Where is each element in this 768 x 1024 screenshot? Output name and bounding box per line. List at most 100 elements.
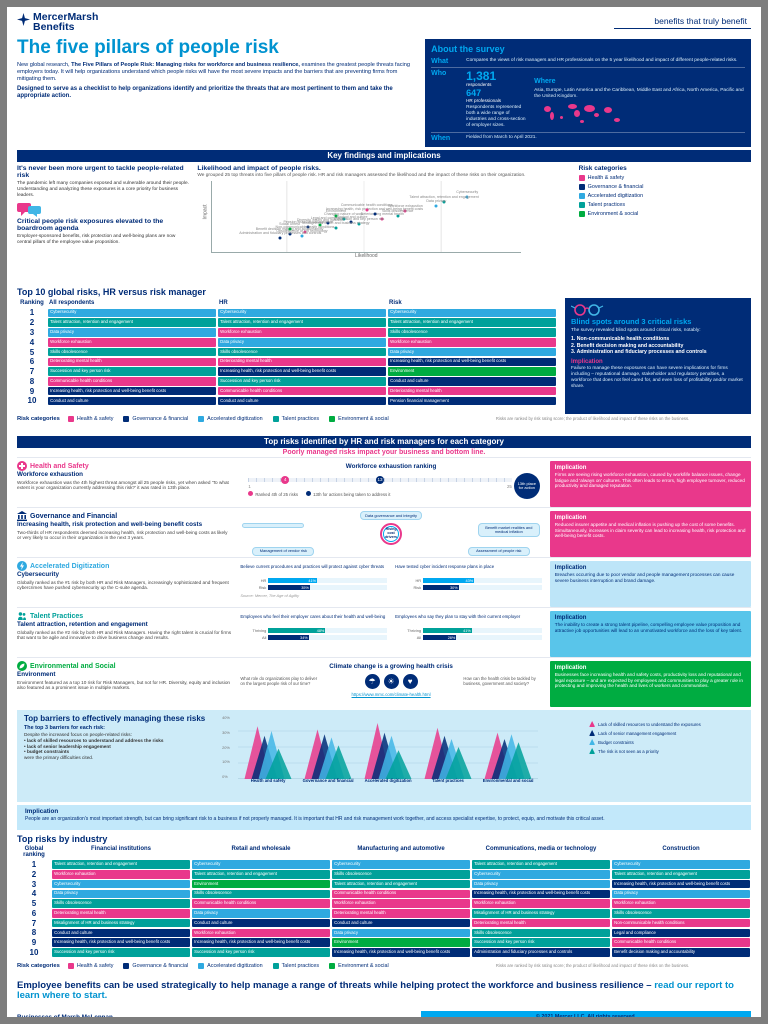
stat-bar: 34%	[268, 635, 309, 640]
top10-title: Top 10 global risks, HR versus risk mana…	[17, 287, 206, 297]
col-header: Retail and wholesale	[231, 846, 291, 852]
scale-start: 1	[248, 484, 251, 489]
barriers-title: Top barriers to effectively managing the…	[24, 714, 206, 723]
what-label: What	[431, 58, 449, 65]
scatter-point-label: Cybersecurity	[456, 189, 479, 194]
barrier-peak	[265, 748, 292, 779]
rank-number: 10	[29, 948, 39, 958]
category-swatch	[578, 211, 585, 217]
hr-count-label: HR professionals	[466, 98, 502, 103]
report-link[interactable]: read our report to learn where to start.	[17, 981, 734, 1002]
risk-cell: Conduct and culture	[331, 918, 471, 928]
risk-cell: Increasing health, risk protection and w…	[331, 948, 471, 957]
survey-who-where: Who 1,381 respondents 647 HR professiona…	[431, 67, 745, 132]
risk-cell: Increasing health, risk protection and w…	[47, 386, 217, 396]
risk-cell: Increasing health, risk protection and w…	[387, 357, 557, 367]
legend-title: Risk categories	[17, 416, 60, 422]
category-swatch	[123, 416, 130, 422]
pillar-body: Workforce exhaustion was the 4th highest…	[17, 479, 229, 491]
legend-item: Talent practices	[272, 416, 319, 422]
risk-cell: Talent attraction, retention and engagem…	[611, 869, 751, 879]
rank-number: 2	[29, 318, 35, 328]
risk-cell: Skills obsolescence	[611, 909, 751, 918]
scatter-point-label: Legal and compliance	[310, 216, 346, 221]
scatter-point-label: Misalignment of HR and business strategy	[302, 220, 370, 225]
visual-title: Workforce exhaustion ranking	[345, 463, 437, 470]
risk-cell: Legal and compliance	[611, 928, 751, 938]
world-map	[534, 100, 630, 130]
bottom-bar: Businesses of Marsh McLennan © 2021 Merc…	[17, 1010, 751, 1017]
scatter-point	[288, 232, 292, 236]
legend-item: Talent practices	[578, 202, 751, 208]
legend-bar: Risk categories Health & safety Governan…	[17, 416, 751, 433]
cost-driver: Data governance and integrity	[360, 511, 423, 521]
scatter-point	[365, 208, 369, 212]
risk-cell: Environment	[387, 367, 557, 376]
pillar-risk-title: Workforce exhaustion	[17, 471, 84, 478]
risk-cell: Talent attraction, retention and engagem…	[471, 860, 611, 869]
risk-cell: Skills obsolescence	[471, 928, 611, 938]
pillar-body: Globally ranked as the #2 risk by both H…	[17, 629, 232, 641]
cost-driver: Benefit market realities and medical inf…	[477, 523, 540, 537]
barriers-outro: were the primary difficulties cited.	[24, 755, 94, 761]
climate-icons: ☂ ☀ ♥	[324, 674, 459, 689]
finding-text-2: Employer-sponsored benefits, risk protec…	[17, 234, 176, 246]
barriers-list: lack of skilled resources to understand …	[24, 738, 214, 755]
barrier-item: lack of skilled resources to understand …	[24, 738, 214, 744]
blind-spot-item: 3. Administration and fiduciary processe…	[571, 349, 707, 356]
scatter-point	[334, 226, 338, 230]
ranking-ruler: 4 13	[248, 475, 512, 484]
talent-stat-1: Employees who feel their employer cares …	[240, 614, 388, 640]
blind-spots-list: 1. Non-communicable health conditions 2.…	[571, 336, 745, 356]
risk-cell: Environment	[331, 938, 471, 948]
stat-bar: 35%	[268, 585, 310, 590]
risk-cell: Workforce exhaustion	[387, 337, 557, 347]
risk-cell: Communicable health conditions	[331, 889, 471, 899]
who-label: Who	[431, 70, 447, 77]
risk-cell: Increasing health, risk protection and w…	[217, 367, 387, 376]
risk-cell: Communicable health conditions	[191, 899, 331, 908]
pillar-category: Health and Safety	[30, 462, 89, 470]
pillar-risk-title: Cybersecurity	[17, 571, 59, 578]
risk-cell: Misalignment of HR and business strategy	[51, 918, 191, 928]
digitization-icon	[17, 561, 27, 571]
scatter-point-label: Increasing health, risk protection and w…	[325, 207, 424, 212]
category-swatch	[272, 963, 279, 969]
likelihood-impact-scatter: Cybersecurity Talent attraction, retentio…	[211, 180, 522, 253]
scatter-point	[373, 212, 377, 216]
glasses-icon	[571, 304, 604, 316]
scatter-point	[357, 222, 361, 226]
where-text: Asia, Europe, Latin America and the Cari…	[534, 88, 744, 99]
risk-cell: Skills obsolescence	[331, 869, 471, 879]
risk-categories-panel: Risk categories Health & safety Governan…	[578, 165, 751, 283]
risk-categories-title: Risk categories	[578, 165, 627, 172]
scatter-point-label: Conduct and culture	[335, 214, 368, 219]
risk-cell: Talent attraction, retention and engagem…	[51, 860, 191, 869]
pillar-category: Environmental and Social	[30, 662, 116, 670]
series-swatch	[589, 730, 596, 736]
when-label: When	[431, 134, 451, 142]
category-swatch	[578, 193, 585, 199]
cost-driver: Management of vendor risk	[252, 546, 315, 556]
pillar-accelerated-digitization: Accelerated Digitization Cybersecurity G…	[17, 557, 751, 607]
marsh-mclennan-text: Businesses of Marsh McLennan	[17, 1013, 113, 1018]
risk-cell: Data privacy	[191, 909, 331, 918]
risk-cell: Succession and key person risk	[51, 948, 191, 957]
col-header-all: All respondents	[49, 300, 95, 306]
industry-title: Top risks by industry	[17, 834, 108, 844]
category-swatch	[578, 202, 585, 208]
finding-heading-1: It's never been more urgent to tackle pe…	[17, 165, 184, 180]
rank-marker-4: 4	[281, 475, 290, 484]
category-swatch	[578, 175, 585, 181]
scatter-point	[442, 200, 446, 204]
climate-health-link[interactable]: https://www.mmc.com/climate-health.html	[351, 692, 431, 697]
header: MercerMarsh Benefits benefits that truly…	[17, 12, 751, 37]
scatter-point-label: Pension financial management	[283, 219, 333, 224]
risk-cell: Data privacy	[387, 347, 557, 357]
barrier-item: budget constraints	[24, 749, 214, 755]
risk-cell: Increasing health, risk protection and w…	[471, 889, 611, 899]
blind-spots-intro: The survey revealed blind spots around c…	[571, 327, 701, 333]
respondents-label: respondents	[466, 82, 492, 87]
legend-item: Environment & social	[329, 416, 389, 422]
marker-b-caption: 13th for actions being taken to address …	[306, 491, 391, 497]
